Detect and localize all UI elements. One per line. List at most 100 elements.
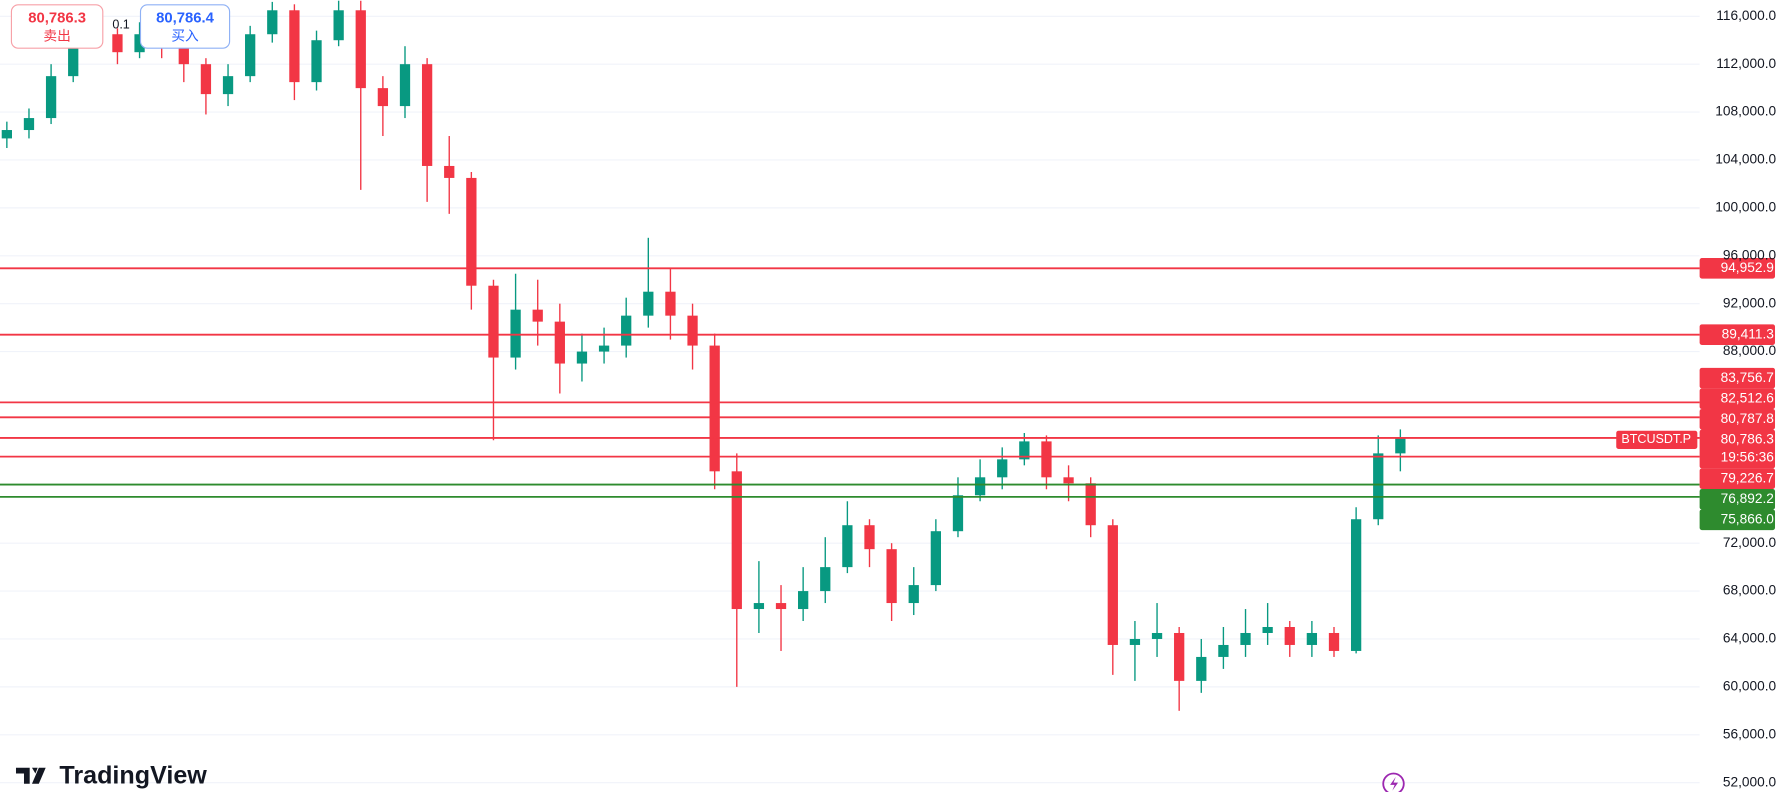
candle-body <box>930 531 941 586</box>
candle-body <box>1085 483 1096 526</box>
y-tick-label: 72,000.0 <box>1723 535 1777 550</box>
candle-body <box>842 525 853 568</box>
buy-price: 80,786.4 <box>156 10 214 26</box>
candle-body <box>377 88 389 107</box>
sell-price: 80,786.3 <box>28 10 86 26</box>
candle-body <box>222 76 234 95</box>
candle-body <box>820 567 831 592</box>
countdown: 19:56:36 <box>1721 450 1775 465</box>
brand: TradingView <box>15 762 207 790</box>
candle-body <box>1041 441 1052 478</box>
candle-body <box>1 130 12 139</box>
y-tick-label: 92,000.0 <box>1723 295 1777 310</box>
symbol-label: BTCUSDT.P <box>1621 432 1691 446</box>
candle-body <box>68 22 79 77</box>
y-tick-label: 60,000.0 <box>1723 679 1777 694</box>
candle-body <box>997 459 1008 478</box>
candle-body <box>1196 656 1207 681</box>
order-panel[interactable]: 80,786.3 卖出 0.1 80,786.4 买入 <box>10 4 231 49</box>
candle-body <box>289 10 300 83</box>
candle-body <box>23 118 35 131</box>
y-tick-label: 56,000.0 <box>1723 726 1777 741</box>
candle-body <box>687 315 698 346</box>
level-label-box <box>1699 468 1776 489</box>
level-label-box <box>1699 258 1776 279</box>
candle-body <box>1240 632 1251 645</box>
candle-body <box>1328 632 1340 651</box>
candle-body <box>753 603 765 610</box>
candle-body <box>643 291 654 316</box>
level-label-box <box>1699 324 1776 345</box>
candle-body <box>775 603 787 610</box>
candle-body <box>665 291 676 316</box>
price-axis: 52,000.0 56,000.0 60,000.0 64,000.0 68,000.0… <box>1715 8 1776 789</box>
level-label: 83,756.7 <box>1721 370 1774 385</box>
candle-body <box>245 34 256 77</box>
y-tick-label: 104,000.0 <box>1715 152 1776 167</box>
y-tick-label: 68,000.0 <box>1723 583 1777 598</box>
candle-body <box>200 64 212 95</box>
y-tick-label: 112,000.0 <box>1716 56 1776 71</box>
level-label-box <box>1699 388 1776 409</box>
sell-label: 卖出 <box>43 28 70 43</box>
candle-body <box>112 34 123 53</box>
level-label-box <box>1699 488 1776 510</box>
y-tick-label: 88,000.0 <box>1723 343 1777 358</box>
level-label: 79,226.7 <box>1721 470 1774 485</box>
candle-body <box>1063 477 1074 484</box>
candle-body <box>731 471 742 610</box>
level-label-box <box>1699 509 1776 531</box>
candle-body <box>1218 644 1229 657</box>
y-tick-label: 108,000.0 <box>1715 104 1776 119</box>
candle-body <box>1350 519 1362 651</box>
candle-body <box>576 351 588 364</box>
candle-body <box>908 585 919 604</box>
candle-body <box>421 64 433 166</box>
candle-body <box>45 76 57 119</box>
brand-logo <box>15 767 46 784</box>
candle-body <box>488 285 499 358</box>
sell-button[interactable] <box>10 4 104 49</box>
candle-body <box>466 177 477 286</box>
level-label-box <box>1699 367 1776 389</box>
candle-body <box>1174 632 1185 681</box>
candle-body <box>598 345 610 352</box>
level-label: 80,787.8 <box>1721 411 1775 426</box>
candle-body <box>1373 453 1384 520</box>
candle-body <box>510 309 521 358</box>
candle-body <box>974 477 986 496</box>
level-label: 76,892.2 <box>1721 491 1774 506</box>
candle-body <box>134 34 145 53</box>
candle-body <box>798 591 809 610</box>
candle-body <box>399 64 411 107</box>
candle-body <box>444 165 455 178</box>
y-tick-label: 116,000.0 <box>1716 8 1776 23</box>
candle-body <box>621 315 632 346</box>
candle-body <box>267 10 278 35</box>
y-tick-label: 52,000.0 <box>1723 774 1777 789</box>
level-label: 89,411.3 <box>1722 326 1775 341</box>
price-label: 80,786.3 <box>1721 431 1775 446</box>
candle-body <box>1129 638 1141 645</box>
candle-body <box>709 345 720 472</box>
candle-body <box>1107 525 1118 645</box>
candle-body <box>864 525 875 550</box>
level-label-box <box>1699 408 1776 430</box>
candle-body <box>1395 437 1406 454</box>
candle-body <box>333 10 344 41</box>
alert-bolt <box>1390 776 1399 791</box>
y-tick-label: 96,000.0 <box>1723 247 1777 262</box>
price-label-box <box>1699 429 1776 469</box>
candle-body <box>554 321 565 364</box>
quantity[interactable]: 0.1 <box>112 18 129 32</box>
candle-body <box>886 549 897 604</box>
buy-button[interactable] <box>139 4 231 49</box>
candle-body <box>1151 632 1163 639</box>
candle-body <box>532 309 543 322</box>
candle-body <box>1284 627 1295 645</box>
candle-body <box>952 495 964 532</box>
y-tick-label: 64,000.0 <box>1723 631 1777 646</box>
brand-name: TradingView <box>59 762 207 790</box>
candle-body <box>178 46 189 65</box>
